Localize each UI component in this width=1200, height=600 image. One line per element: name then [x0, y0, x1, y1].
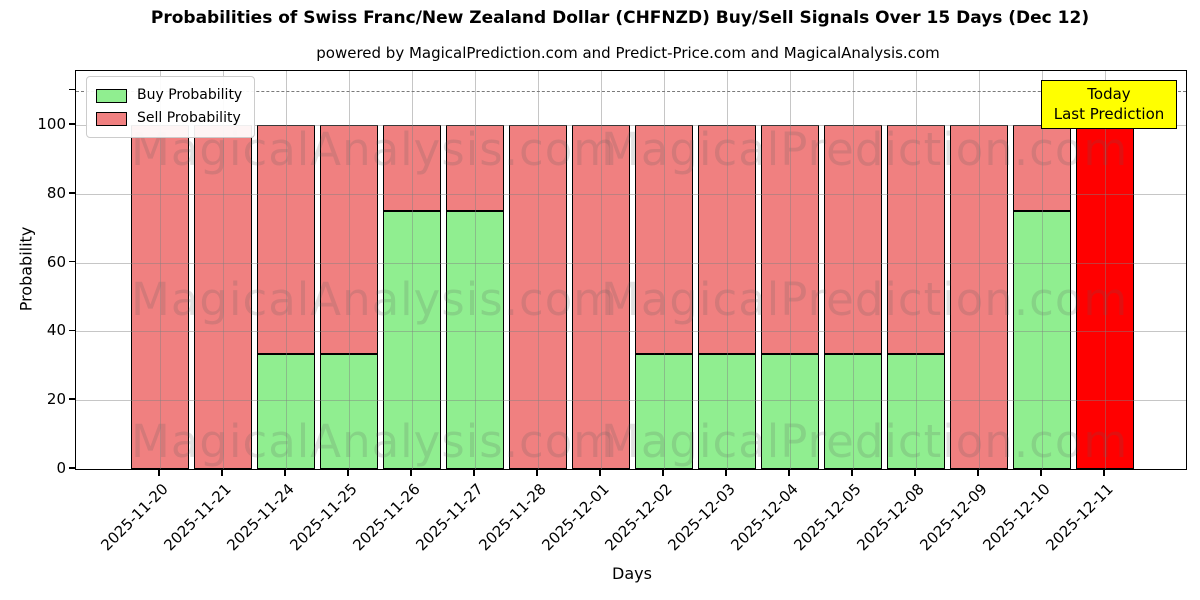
- x-tick-mark: [662, 469, 664, 476]
- x-tick-mark: [914, 469, 916, 476]
- bar-segment-sell: [572, 125, 630, 469]
- plot-area: MagicalAnalysis.com MagicalPrediction.com…: [75, 70, 1187, 470]
- y-tick-mark: [69, 123, 75, 125]
- x-tick-mark: [725, 469, 727, 476]
- today-annotation-line2: Last Prediction: [1053, 105, 1165, 124]
- bar-segment-buy: [383, 211, 441, 469]
- x-tick-mark: [473, 469, 475, 476]
- bar-segment-sell: [320, 125, 378, 355]
- dashed-threshold-line: [76, 90, 1186, 92]
- gridline-horizontal: [76, 262, 1186, 264]
- bar-segment-buy: [446, 211, 504, 469]
- gridline-vertical: [286, 71, 287, 469]
- bar-segment-buy: [635, 354, 693, 469]
- gridline-vertical: [412, 71, 413, 469]
- bar-segment-sell: [194, 125, 252, 469]
- x-tick-mark: [410, 469, 412, 476]
- bar-segment-buy: [761, 354, 819, 469]
- gridline-vertical: [664, 71, 665, 469]
- gridline-vertical: [1105, 71, 1106, 469]
- chart-subtitle: powered by MagicalPrediction.com and Pre…: [316, 44, 940, 62]
- gridline-vertical: [916, 71, 917, 469]
- y-tick-mark: [69, 88, 75, 91]
- y-tick-label: 60: [46, 252, 66, 271]
- legend: Buy Probability Sell Probability: [86, 76, 256, 139]
- x-tick-mark: [347, 469, 349, 476]
- bar-segment-sell: [1013, 125, 1071, 211]
- y-tick-mark: [69, 329, 75, 332]
- bar-segment-today: [1076, 125, 1134, 469]
- today-annotation-line1: Today: [1087, 85, 1131, 103]
- gridline-vertical: [790, 71, 791, 469]
- gridline-horizontal: [76, 125, 1186, 126]
- bar-segment-buy: [824, 354, 882, 469]
- legend-item-buy: Buy Probability: [96, 84, 242, 107]
- bar-segment-sell: [950, 125, 1008, 469]
- gridline-horizontal: [76, 400, 1186, 402]
- bar-segment-sell: [698, 125, 756, 355]
- y-tick-label: 40: [46, 321, 66, 340]
- bar-segment-sell: [761, 125, 819, 355]
- x-tick-mark: [977, 469, 979, 476]
- bar-segment-buy: [320, 354, 378, 469]
- x-tick-mark: [599, 469, 601, 476]
- gridline-vertical: [727, 71, 728, 469]
- today-annotation: Today Last Prediction: [1041, 80, 1177, 129]
- legend-label-buy: Buy Probability: [137, 87, 243, 103]
- gridline-vertical: [601, 71, 602, 469]
- x-tick-mark: [1040, 469, 1042, 476]
- bar-segment-sell: [824, 125, 882, 355]
- x-tick-mark: [536, 469, 538, 476]
- bar-segment-buy: [1013, 211, 1071, 469]
- gridline-horizontal: [76, 193, 1186, 195]
- gridline-vertical: [160, 71, 161, 469]
- x-tick-mark: [788, 469, 790, 476]
- y-tick-label: 20: [46, 390, 66, 409]
- y-tick-label: 80: [46, 183, 66, 202]
- y-tick-label: 100: [37, 115, 66, 133]
- bar-segment-buy: [257, 354, 315, 469]
- gridline-vertical: [223, 71, 224, 469]
- gridline-horizontal: [76, 331, 1186, 333]
- gridline-vertical: [1042, 71, 1043, 469]
- chart-title: Probabilities of Swiss Franc/New Zealand…: [150, 8, 1090, 28]
- gridline-vertical: [349, 71, 350, 469]
- x-tick-mark: [851, 469, 853, 476]
- bar-segment-buy: [887, 354, 945, 469]
- y-tick-mark: [69, 260, 75, 263]
- x-tick-mark: [158, 469, 160, 476]
- sell-swatch-icon: [96, 111, 127, 126]
- bar-segment-sell: [509, 125, 567, 469]
- bar-segment-sell: [446, 125, 504, 211]
- y-tick-mark: [69, 192, 75, 194]
- gridline-vertical: [475, 71, 476, 469]
- gridline-vertical: [853, 71, 854, 469]
- y-tick-mark: [69, 467, 75, 469]
- bars-layer: [76, 71, 1186, 469]
- x-tick-label: 2025-11-20: [97, 480, 172, 555]
- bar-segment-sell: [383, 125, 441, 211]
- legend-label-sell: Sell Probability: [137, 110, 241, 127]
- buy-swatch-icon: [96, 88, 127, 103]
- y-tick-mark: [69, 398, 75, 400]
- legend-item-sell: Sell Probability: [96, 107, 242, 130]
- grid-layer: [76, 71, 1186, 469]
- bar-segment-sell: [131, 125, 189, 469]
- bar-segment-sell: [635, 125, 693, 355]
- bar-segment-sell: [257, 125, 315, 355]
- y-tick-label: 0: [56, 459, 66, 477]
- gridline-vertical: [979, 71, 980, 469]
- gridline-vertical: [538, 71, 539, 469]
- bar-segment-buy: [698, 354, 756, 469]
- x-tick-mark: [284, 469, 286, 476]
- bar-segment-sell: [887, 125, 945, 355]
- x-axis-label: Days: [612, 564, 652, 583]
- x-tick-mark: [1103, 469, 1105, 476]
- x-tick-mark: [221, 469, 223, 476]
